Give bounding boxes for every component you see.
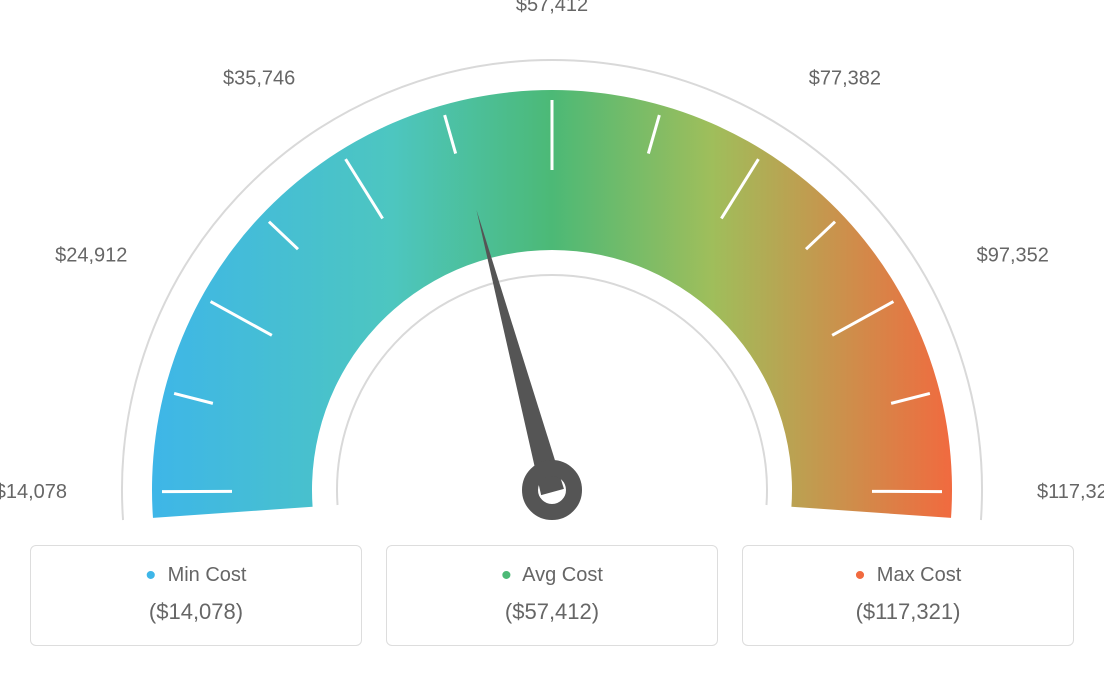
legend-min-label: Min Cost (168, 564, 247, 586)
gauge-tick-label: $57,412 (516, 0, 588, 16)
legend-avg-value: ($57,412) (397, 599, 707, 625)
gauge-chart-page: $14,078 $24,912 $35,746 $57,412 $77,382 $97,3… (0, 0, 1104, 690)
legend-max-title: • Max Cost (753, 564, 1063, 587)
legend-avg-label: Avg Cost (522, 564, 603, 586)
gauge-tick-label: $77,382 (809, 68, 881, 90)
gauge-tick-label: $35,746 (223, 68, 295, 90)
legend-card-avg: • Avg Cost ($57,412) (386, 545, 718, 646)
gauge-tick-label: $14,078 (0, 481, 67, 503)
legend-card-min: • Min Cost ($14,078) (30, 545, 362, 646)
gauge-needle (476, 210, 563, 495)
legend-min-title: • Min Cost (41, 564, 351, 587)
gauge-tick-label: $97,352 (977, 245, 1049, 267)
cost-gauge: $14,078 $24,912 $35,746 $57,412 $77,382 $97,3… (0, 0, 1104, 535)
legend-avg-title: • Avg Cost (397, 564, 707, 587)
bullet-icon: • (146, 559, 157, 592)
gauge-tick-label: $24,912 (55, 245, 127, 267)
gauge-tick-label: $117,321 (1037, 481, 1104, 503)
legend-row: • Min Cost ($14,078) • Avg Cost ($57,412… (30, 545, 1074, 646)
legend-max-label: Max Cost (877, 564, 961, 586)
legend-min-value: ($14,078) (41, 599, 351, 625)
legend-card-max: • Max Cost ($117,321) (742, 545, 1074, 646)
bullet-icon: • (855, 559, 866, 592)
legend-max-value: ($117,321) (753, 599, 1063, 625)
bullet-icon: • (501, 559, 512, 592)
